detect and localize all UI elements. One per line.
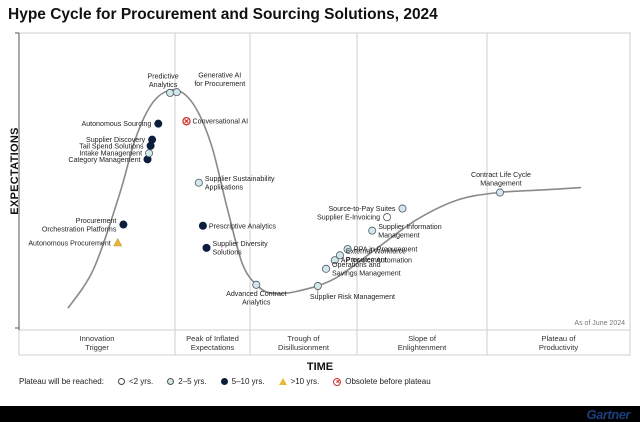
technology-label: Applications	[205, 183, 244, 191]
technology-label: RPA in Procurement	[354, 246, 418, 254]
legend: Plateau will be reached: <2 yrs. 2–5 yrs…	[19, 377, 445, 386]
legend-item-2-5: 2–5 yrs.	[167, 377, 207, 386]
technology-label: Supplier Diversity	[213, 240, 269, 248]
technology-label: Supplier Risk Management	[310, 293, 395, 301]
chart-title: Hype Cycle for Procurement and Sourcing …	[8, 6, 438, 23]
technology-label: Management	[378, 231, 419, 239]
technology-label: External Workforce	[346, 248, 406, 256]
technology-point	[383, 213, 392, 222]
x-axis-label: TIME	[306, 361, 334, 373]
as-of-note: As of June 2024	[574, 320, 625, 327]
gartner-logo: Gartner	[586, 407, 631, 422]
technology-label: Supplier Discovery	[86, 136, 146, 144]
technology-point	[368, 226, 377, 235]
technology-point	[145, 149, 154, 158]
technology-point	[202, 243, 211, 252]
technology-label: Management	[480, 180, 521, 188]
legend-label: Plateau will be reached:	[19, 377, 104, 386]
technology-point	[335, 251, 344, 260]
technology-point	[148, 135, 157, 144]
phase-label-line1: Plateau of	[541, 334, 576, 343]
technology-label: Solutions	[213, 249, 243, 257]
technology-label: Autonomous Sourcing	[81, 120, 151, 128]
phase-label-line2: Disillusionment	[278, 343, 330, 352]
legend-item-under-2: <2 yrs.	[117, 377, 153, 386]
technology-label: Source-to-Pay Suites	[328, 205, 395, 213]
triangle-icon	[278, 378, 287, 385]
technology-label: Advanced Contract	[226, 290, 286, 298]
phase-label-line1: Trough of	[287, 334, 320, 343]
phase-label-line1: Slope of	[408, 334, 437, 343]
navy-circle-icon	[220, 378, 228, 385]
phase-label-line2: Trigger	[85, 343, 109, 352]
legend-item-5-10: 5–10 yrs.	[220, 377, 265, 386]
legend-item-obsolete: Obsolete before plateau	[333, 377, 431, 386]
legend-item-over-10: >10 yrs.	[278, 377, 319, 386]
technology-point	[398, 204, 407, 213]
technology-label: Operations and	[332, 261, 381, 269]
technology-label: Supplier Sustainability	[205, 175, 275, 183]
technology-point	[172, 88, 181, 97]
technology-label: Supplier Information	[378, 223, 442, 231]
technology-point	[495, 188, 504, 197]
technology-point	[194, 178, 203, 187]
phase-label-line2: Productivity	[539, 343, 578, 352]
technology-point	[252, 280, 261, 289]
hype-curve	[67, 88, 582, 309]
phase-label-line2: Enlightenment	[398, 343, 447, 352]
technology-label: Savings Management	[332, 270, 401, 278]
technology-label: Tail Spend Solutions	[79, 142, 144, 150]
technology-label: Category Management	[68, 156, 140, 164]
technology-point	[119, 220, 128, 229]
technology-point	[330, 256, 339, 265]
technology-label: Intake Management	[79, 150, 142, 158]
technology-label: Autonomous Procurement	[28, 239, 110, 247]
technology-label: Conversational AI	[193, 118, 249, 126]
technology-label: Procurement	[346, 256, 387, 264]
technology-point	[154, 119, 163, 128]
technology-label: Predictive	[148, 72, 179, 80]
plot-frame	[18, 32, 631, 356]
phase-label-line2: Expectations	[191, 343, 235, 352]
light-circle-icon	[167, 378, 175, 385]
technology-label: AP Invoice Automation	[341, 257, 412, 265]
technology-label: Supplier E-Invoicing	[317, 214, 380, 222]
technology-label: Analytics	[242, 298, 271, 306]
footer-bar: Gartner	[0, 406, 640, 422]
technology-point-triangle	[113, 237, 123, 247]
obsolete-x-stroke	[184, 118, 189, 124]
technology-label: Analytics	[149, 81, 178, 89]
technology-label: Prescriptive Analytics	[209, 222, 276, 230]
white-circle-icon	[117, 378, 125, 385]
phase-label-line1: Innovation	[79, 334, 114, 343]
technology-point	[198, 221, 207, 230]
obsolete-x-icon	[333, 377, 342, 386]
technology-point	[166, 88, 175, 97]
technology-point	[313, 282, 322, 291]
technology-label: Contract Life Cycle	[471, 171, 531, 179]
technology-point	[322, 264, 331, 273]
technology-label: Generative AI	[198, 72, 241, 80]
technology-label: Procurement	[76, 217, 117, 225]
technology-label: Orchestration Platforms	[42, 225, 117, 233]
phase-label-line1: Peak of Inflated	[186, 334, 239, 343]
technology-label: for Procurement	[194, 80, 245, 88]
technology-point	[343, 245, 352, 254]
